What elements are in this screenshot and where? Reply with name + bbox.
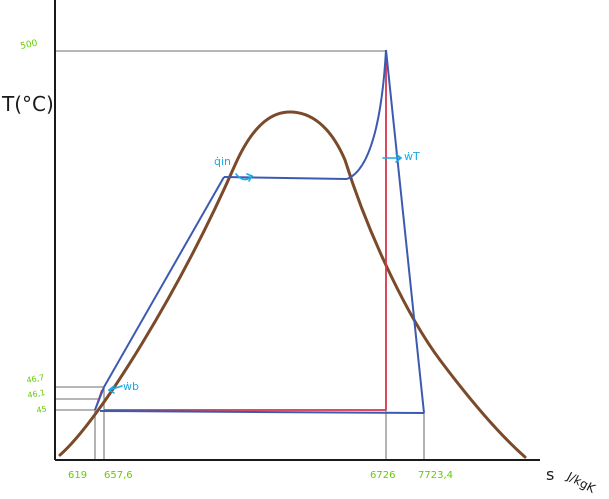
x-tick-6726: 6726 (370, 470, 395, 481)
y-tick-500: 500 (20, 39, 39, 52)
guide-lines (55, 50, 425, 460)
x-axis-label: s (546, 465, 554, 484)
saturation-dome (58, 110, 527, 459)
blue-turbine-real (385, 49, 425, 414)
y-tick-45: 45 (36, 404, 48, 415)
y-tick-46-1: 46,1 (27, 388, 46, 400)
y-axis-label: T(°C) (1, 92, 54, 116)
q-in-arrowhead (246, 173, 254, 182)
w-b-label: ẇb (123, 380, 139, 393)
blue-superheat (346, 49, 387, 180)
cycle-red (94, 55, 387, 411)
w-b-arrowhead (107, 385, 115, 394)
x-tick-7723: 7723,4 (418, 470, 453, 481)
w-t-arrowhead (395, 153, 403, 163)
x-tick-657: 657,6 (104, 470, 133, 481)
w-b-arrow (108, 385, 123, 391)
w-t-label: ẇT (404, 150, 420, 163)
blue-liquid-heating (103, 176, 225, 388)
y-tick-46-7: 46,7 (26, 373, 45, 385)
x-axis-unit: J/kgK (564, 469, 599, 496)
cycle-blue (94, 49, 425, 414)
blue-condenser (99, 410, 425, 414)
annotation-arrows (107, 153, 403, 394)
x-tick-619: 619 (68, 470, 87, 481)
q-in-label: q̇in (214, 155, 231, 168)
blue-evaporation (223, 176, 348, 180)
blue-pump (94, 386, 105, 411)
axes (54, 0, 540, 461)
